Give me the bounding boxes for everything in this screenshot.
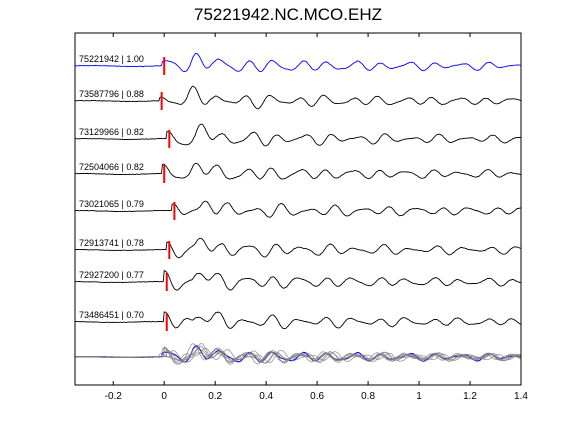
x-tick-label: -0.2: [105, 391, 123, 402]
x-tick-label: 0.8: [361, 391, 375, 402]
x-tick-label: 0.6: [310, 391, 324, 402]
trace-line: [74, 123, 522, 147]
x-tick-label: 1.2: [463, 391, 477, 402]
stack-trace-line: [74, 347, 522, 364]
axes-group: -0.2 0 0.2 0.4 0.6 0.8 1 1.2 1.4: [74, 32, 528, 402]
trace-line: [74, 237, 522, 259]
x-tick-label: 1.4: [514, 391, 528, 402]
trace-label: 73587796 | 0.88: [79, 89, 144, 99]
x-tick-label: 0: [161, 391, 167, 402]
trace-label-group: 75221942 | 1.00 73587796 | 0.88 73129966 |…: [79, 54, 144, 320]
trace-line: [75, 269, 522, 291]
x-tick-label: 0.4: [259, 391, 273, 402]
chart-title: 75221942.NC.MCO.EHZ: [193, 5, 383, 24]
trace-label: 73021065 | 0.79: [79, 199, 144, 209]
trace-label: 72927200 | 0.77: [79, 270, 144, 280]
trace-label: 73129966 | 0.82: [79, 127, 144, 137]
trace-line: [74, 162, 522, 180]
x-tick-label: 1: [416, 391, 422, 402]
trace-label: 75221942 | 1.00: [79, 54, 144, 64]
axes-frame: [74, 32, 522, 386]
trace-label: 72504066 | 0.82: [79, 162, 144, 172]
pick-marker-group: [160, 57, 176, 331]
trace-line: [74, 311, 522, 330]
x-tick-label: 0.2: [208, 391, 222, 402]
stack-group: [74, 343, 522, 365]
trace-label: 72913741 | 0.78: [79, 238, 144, 248]
trace-line: [75, 200, 522, 218]
trace-label: 73486451 | 0.70: [79, 310, 144, 320]
trace-line: [74, 85, 522, 110]
trace-line: [74, 52, 521, 73]
trace-group: [74, 52, 522, 330]
